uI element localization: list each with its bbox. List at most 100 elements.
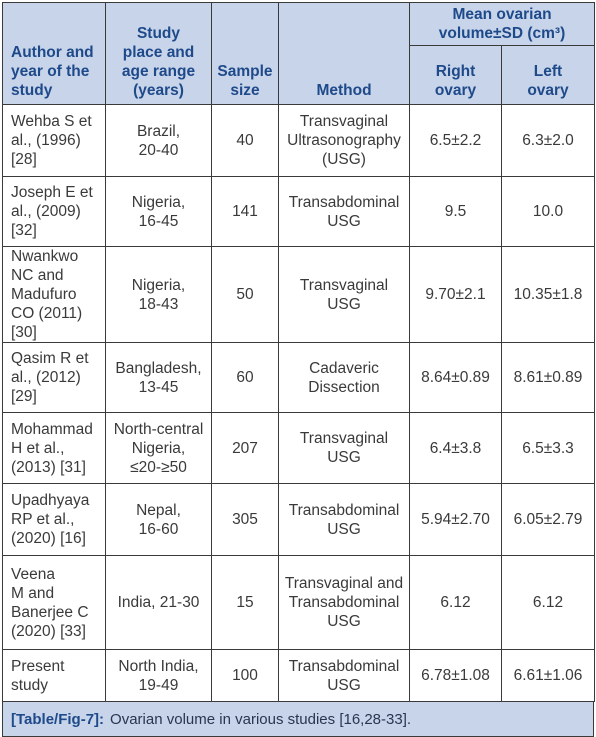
cell-method-line: Transabdominal bbox=[288, 193, 400, 211]
cell-author-line: RP et al., bbox=[11, 511, 75, 528]
table-caption: [Table/Fig-7]: Ovarian volume in various… bbox=[2, 702, 594, 737]
table-body: Wehba S et al., (1996) [28] Brazil, 20-40 40 T… bbox=[2, 104, 595, 702]
cell-place: Nepal, 16-60 bbox=[105, 483, 212, 556]
cell-place-line: Bangladesh, bbox=[115, 359, 202, 377]
cell-left-ovary: 6.61±1.06 bbox=[501, 649, 595, 702]
cell-author: Mohammad H et al., (2013) [31] bbox=[2, 412, 106, 484]
cell-place-line: 16-45 bbox=[138, 212, 179, 230]
cell-place-line: 19-49 bbox=[138, 676, 179, 694]
cell-right-ovary: 8.64±0.89 bbox=[409, 342, 502, 413]
header-mean-line: Mean ovarian bbox=[452, 6, 552, 23]
cell-author-line: NC and bbox=[11, 267, 64, 284]
table-row: Joseph E et al., (2009) [32] Nigeria, 16-45 1… bbox=[2, 176, 595, 247]
cell-place-line: 20-40 bbox=[138, 141, 179, 159]
cell-method: Transabdominal USG bbox=[278, 483, 410, 556]
cell-right-ovary: 6.12 bbox=[409, 555, 502, 650]
header-right-line: ovary bbox=[434, 82, 477, 99]
cell-method-line: USG bbox=[327, 676, 361, 694]
cell-place: India, 21-30 bbox=[105, 555, 212, 650]
cell-author-line: Joseph E et bbox=[11, 184, 93, 201]
cell-place-line: Brazil, bbox=[136, 122, 181, 140]
cell-place: North-central Nigeria, ≤20-≥50 bbox=[105, 412, 212, 484]
cell-place: Bangladesh, 13-45 bbox=[105, 342, 212, 413]
cell-method-line: Transvaginal and bbox=[284, 575, 404, 592]
cell-place-line: India, 21-30 bbox=[117, 594, 200, 611]
cell-method: Transvaginal USG bbox=[278, 246, 410, 343]
cell-method-line: USG bbox=[327, 449, 361, 466]
cell-right-ovary: 6.5±2.2 bbox=[409, 104, 502, 177]
cell-author: Joseph E et al., (2009) [32] bbox=[2, 176, 106, 247]
cell-author-line: Qasim R et bbox=[11, 350, 89, 367]
cell-left-ovary: 6.05±2.79 bbox=[501, 483, 595, 556]
cell-left-ovary: 6.3±2.0 bbox=[501, 104, 595, 177]
cell-method: Transvaginal and Transabdominal USG bbox=[278, 555, 410, 650]
table-row: Upadhyaya RP et al., (2020) [16] Nepal, 16-6… bbox=[2, 483, 595, 556]
cell-author-line: Present bbox=[11, 657, 65, 675]
cell-left-ovary: 10.35±1.8 bbox=[501, 246, 595, 343]
caption-tag: [Table/Fig-7]: bbox=[11, 710, 105, 728]
cell-author-line: H et al., bbox=[11, 439, 65, 457]
header-author-line: year of the bbox=[11, 63, 90, 80]
cell-author-line: [29] bbox=[11, 388, 37, 405]
header-left-line: Left bbox=[533, 63, 563, 80]
cell-method: Transvaginal Ultrasonography (USG) bbox=[278, 104, 410, 177]
header-mean-line: volume±SD (cm³) bbox=[438, 25, 566, 42]
cell-author-line: [32] bbox=[11, 222, 37, 239]
cell-author: Qasim R et al., (2012) [29] bbox=[2, 342, 106, 413]
cell-method-line: Cadaveric bbox=[309, 359, 379, 377]
cell-author-line: [28] bbox=[11, 151, 37, 168]
cell-place-line: 16-60 bbox=[138, 520, 179, 538]
cell-sample-size: 207 bbox=[211, 412, 279, 484]
cell-method-line: (USG) bbox=[322, 151, 366, 168]
header-place-line: place and bbox=[122, 44, 195, 61]
cell-left-ovary: 10.0 bbox=[501, 176, 595, 247]
table-row: Present study North India, 19-49 100 Transabd… bbox=[2, 649, 595, 702]
cell-sample-size: 60 bbox=[211, 342, 279, 413]
header-right-ovary: Right ovary bbox=[409, 45, 502, 105]
cell-right-ovary: 6.4±3.8 bbox=[409, 412, 502, 484]
header-right-line: Right bbox=[435, 63, 476, 80]
header-author-line: Author and bbox=[11, 44, 94, 61]
cell-method-line: Transabdominal bbox=[288, 594, 400, 611]
header-author: Author and year of the study bbox=[2, 2, 106, 105]
cell-author-line: Madufuro bbox=[11, 286, 77, 303]
cell-author-line: al., (2012) bbox=[11, 369, 81, 386]
caption-text: Ovarian volume in various studies [16,28… bbox=[110, 710, 412, 728]
header-left-ovary: Left ovary bbox=[501, 45, 595, 105]
table-row: Wehba S et al., (1996) [28] Brazil, 20-40 40 T… bbox=[2, 104, 595, 177]
cell-author-line: CO (2011) bbox=[11, 305, 83, 322]
cell-method: Transabdominal USG bbox=[278, 176, 410, 247]
header-mean-volume: Mean ovarian volume±SD (cm³) bbox=[409, 2, 595, 46]
cell-method-line: Transvaginal bbox=[299, 276, 389, 294]
table-row: Mohammad H et al., (2013) [31] North-centra… bbox=[2, 412, 595, 484]
cell-place: North India, 19-49 bbox=[105, 649, 212, 702]
table-row: Qasim R et al., (2012) [29] Bangladesh, 13-4… bbox=[2, 342, 595, 413]
cell-sample-size: 50 bbox=[211, 246, 279, 343]
cell-sample-size: 305 bbox=[211, 483, 279, 556]
cell-place: Nigeria, 18-43 bbox=[105, 246, 212, 343]
cell-method-line: Transabdominal bbox=[288, 657, 400, 675]
cell-author-line: Veena bbox=[11, 565, 55, 583]
header-left-line: ovary bbox=[527, 82, 569, 99]
header-place: Study place and age range (years) bbox=[105, 2, 212, 105]
cell-method-line: USG bbox=[327, 613, 361, 630]
cell-author-line: al., (1996) bbox=[11, 132, 81, 149]
cell-sample-size: 141 bbox=[211, 176, 279, 247]
cell-method-line: USG bbox=[327, 212, 361, 230]
cell-author-line: al., (2009) bbox=[11, 203, 81, 220]
cell-left-ovary: 8.61±0.89 bbox=[501, 342, 595, 413]
cell-place: Nigeria, 16-45 bbox=[105, 176, 212, 247]
cell-place: Brazil, 20-40 bbox=[105, 104, 212, 177]
cell-place-line: 18-43 bbox=[138, 295, 179, 313]
cell-method-line: Transabdominal bbox=[288, 501, 400, 519]
header-place-line: (years) bbox=[133, 82, 184, 99]
header-sample-size: Sample size bbox=[211, 2, 279, 105]
cell-place-line: North India, bbox=[118, 657, 199, 675]
cell-place-line: 13-45 bbox=[138, 378, 179, 396]
cell-author-line: study bbox=[11, 676, 49, 694]
cell-author-line: Nwankwo bbox=[11, 248, 79, 265]
ovarian-volume-table: Author and year of the study Study place an… bbox=[2, 2, 595, 702]
cell-place-line: Nigeria, bbox=[131, 276, 186, 294]
cell-method: Transabdominal USG bbox=[278, 649, 410, 702]
